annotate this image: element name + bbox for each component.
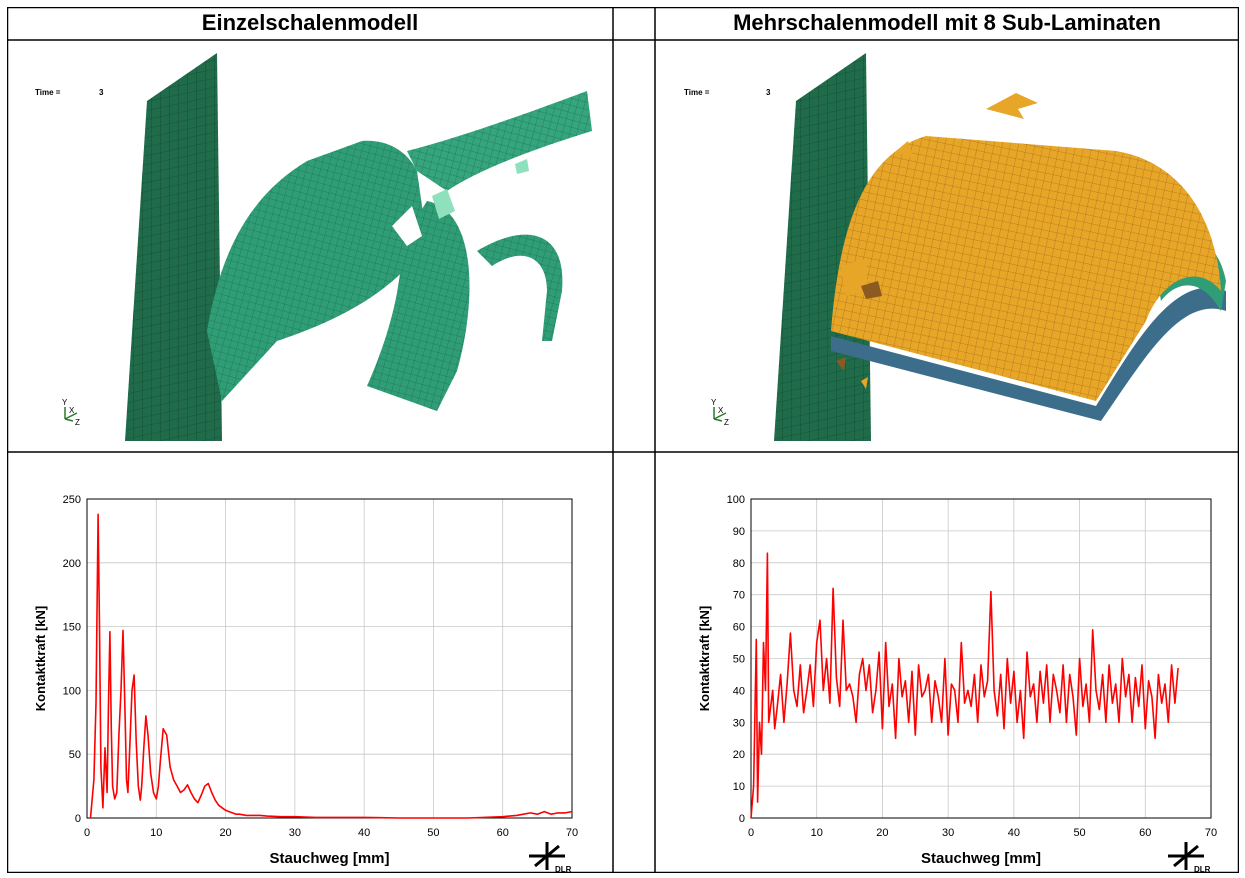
axis-z-label: Z (724, 418, 729, 427)
y-tick-label: 40 (733, 685, 745, 697)
y-tick-label: 0 (75, 813, 81, 825)
dlr-logo-text: DLR (555, 865, 572, 873)
y-tick-label: 70 (733, 590, 745, 602)
y-axis-label: Kontaktkraft [kN] (697, 606, 712, 711)
y-axis-label: Kontaktkraft [kN] (33, 606, 48, 711)
axis-y-label: Y (711, 398, 717, 407)
y-tick-label: 100 (63, 685, 81, 697)
x-tick-label: 50 (427, 827, 439, 839)
debris-fragment (986, 93, 1038, 119)
x-tick-label: 10 (150, 827, 162, 839)
dlr-logo: DLR (529, 842, 572, 874)
x-tick-label: 0 (84, 827, 90, 839)
axis-z-label: Z (75, 418, 80, 427)
chart-multi-shell: 0 10 20 30 40 50 60 70 0 10 20 30 40 50 60 70 80 90 100 Sta… (656, 453, 1239, 874)
simulation-multi-shell: Time = 3 Y X Z (656, 41, 1239, 451)
time-label: Time = (35, 88, 61, 97)
simulation-single-shell: Time = 3 Y X Z (7, 41, 613, 451)
header-right: Mehrschalenmodell mit 8 Sub-Laminaten (733, 10, 1161, 35)
time-value: 3 (99, 88, 104, 97)
x-tick-label: 70 (1205, 827, 1217, 839)
axis-triad-icon: Y X Z (62, 398, 80, 427)
y-tick-label: 100 (727, 494, 745, 506)
table-borders (7, 7, 1239, 873)
y-tick-label: 150 (63, 622, 81, 634)
header-left: Einzelschalenmodell (201, 10, 419, 35)
y-tick-label: 250 (63, 494, 81, 506)
fe-model-multi-shell: Time = 3 Y X Z (684, 53, 1226, 441)
x-tick-label: 60 (1139, 827, 1151, 839)
tear-hole (392, 206, 422, 246)
y-tick-label: 200 (63, 558, 81, 570)
x-tick-label: 10 (811, 827, 823, 839)
x-tick-label: 20 (876, 827, 888, 839)
x-tick-label: 0 (748, 827, 754, 839)
x-tick-label: 40 (1008, 827, 1020, 839)
fe-model-single-shell: Time = 3 Y X Z (35, 53, 592, 441)
x-axis-label: Stauchweg [mm] (269, 850, 389, 867)
chart-svg-multi-shell: 0 10 20 30 40 50 60 70 0 10 20 30 40 50 60 70 80 90 100 Sta… (697, 494, 1217, 874)
chart-single-shell: 0 10 20 30 40 50 60 70 0 50 100 150 200 250 Stauchweg … (7, 453, 613, 874)
series-line-0 (89, 513, 573, 819)
axis-triad-icon: Y X Z (711, 398, 729, 427)
figure-grid: Einzelschalenmodell Mehrschalenmodell mi… (7, 7, 1239, 874)
chart-svg-single-shell: 0 10 20 30 40 50 60 70 0 50 100 150 200 250 Stauchweg … (33, 494, 578, 874)
axis-x-label: X (69, 406, 75, 415)
x-tick-label: 30 (942, 827, 954, 839)
y-tick-label: 80 (733, 558, 745, 570)
laminate-layers (831, 287, 1226, 421)
y-tick-label: 30 (733, 717, 745, 729)
x-tick-label: 20 (219, 827, 231, 839)
x-axis-label: Stauchweg [mm] (921, 850, 1041, 867)
y-tick-label: 0 (739, 813, 745, 825)
y-tick-label: 20 (733, 749, 745, 761)
y-tick-label: 60 (733, 622, 745, 634)
y-tick-label: 50 (733, 654, 745, 666)
x-tick-label: 60 (497, 827, 509, 839)
series-line-0 (750, 552, 1179, 819)
x-tick-label: 30 (289, 827, 301, 839)
axis-y-label: Y (62, 398, 68, 407)
dlr-logo: DLR (1168, 842, 1211, 874)
x-tick-label: 70 (566, 827, 578, 839)
y-tick-label: 50 (69, 749, 81, 761)
axis-x-label: X (718, 406, 724, 415)
x-tick-label: 50 (1073, 827, 1085, 839)
plot-frame (750, 498, 1212, 819)
x-tick-label: 40 (358, 827, 370, 839)
dlr-logo-text: DLR (1194, 865, 1211, 873)
y-tick-label: 10 (733, 781, 745, 793)
y-tick-label: 90 (733, 526, 745, 538)
time-value: 3 (766, 88, 771, 97)
time-label: Time = (684, 88, 710, 97)
